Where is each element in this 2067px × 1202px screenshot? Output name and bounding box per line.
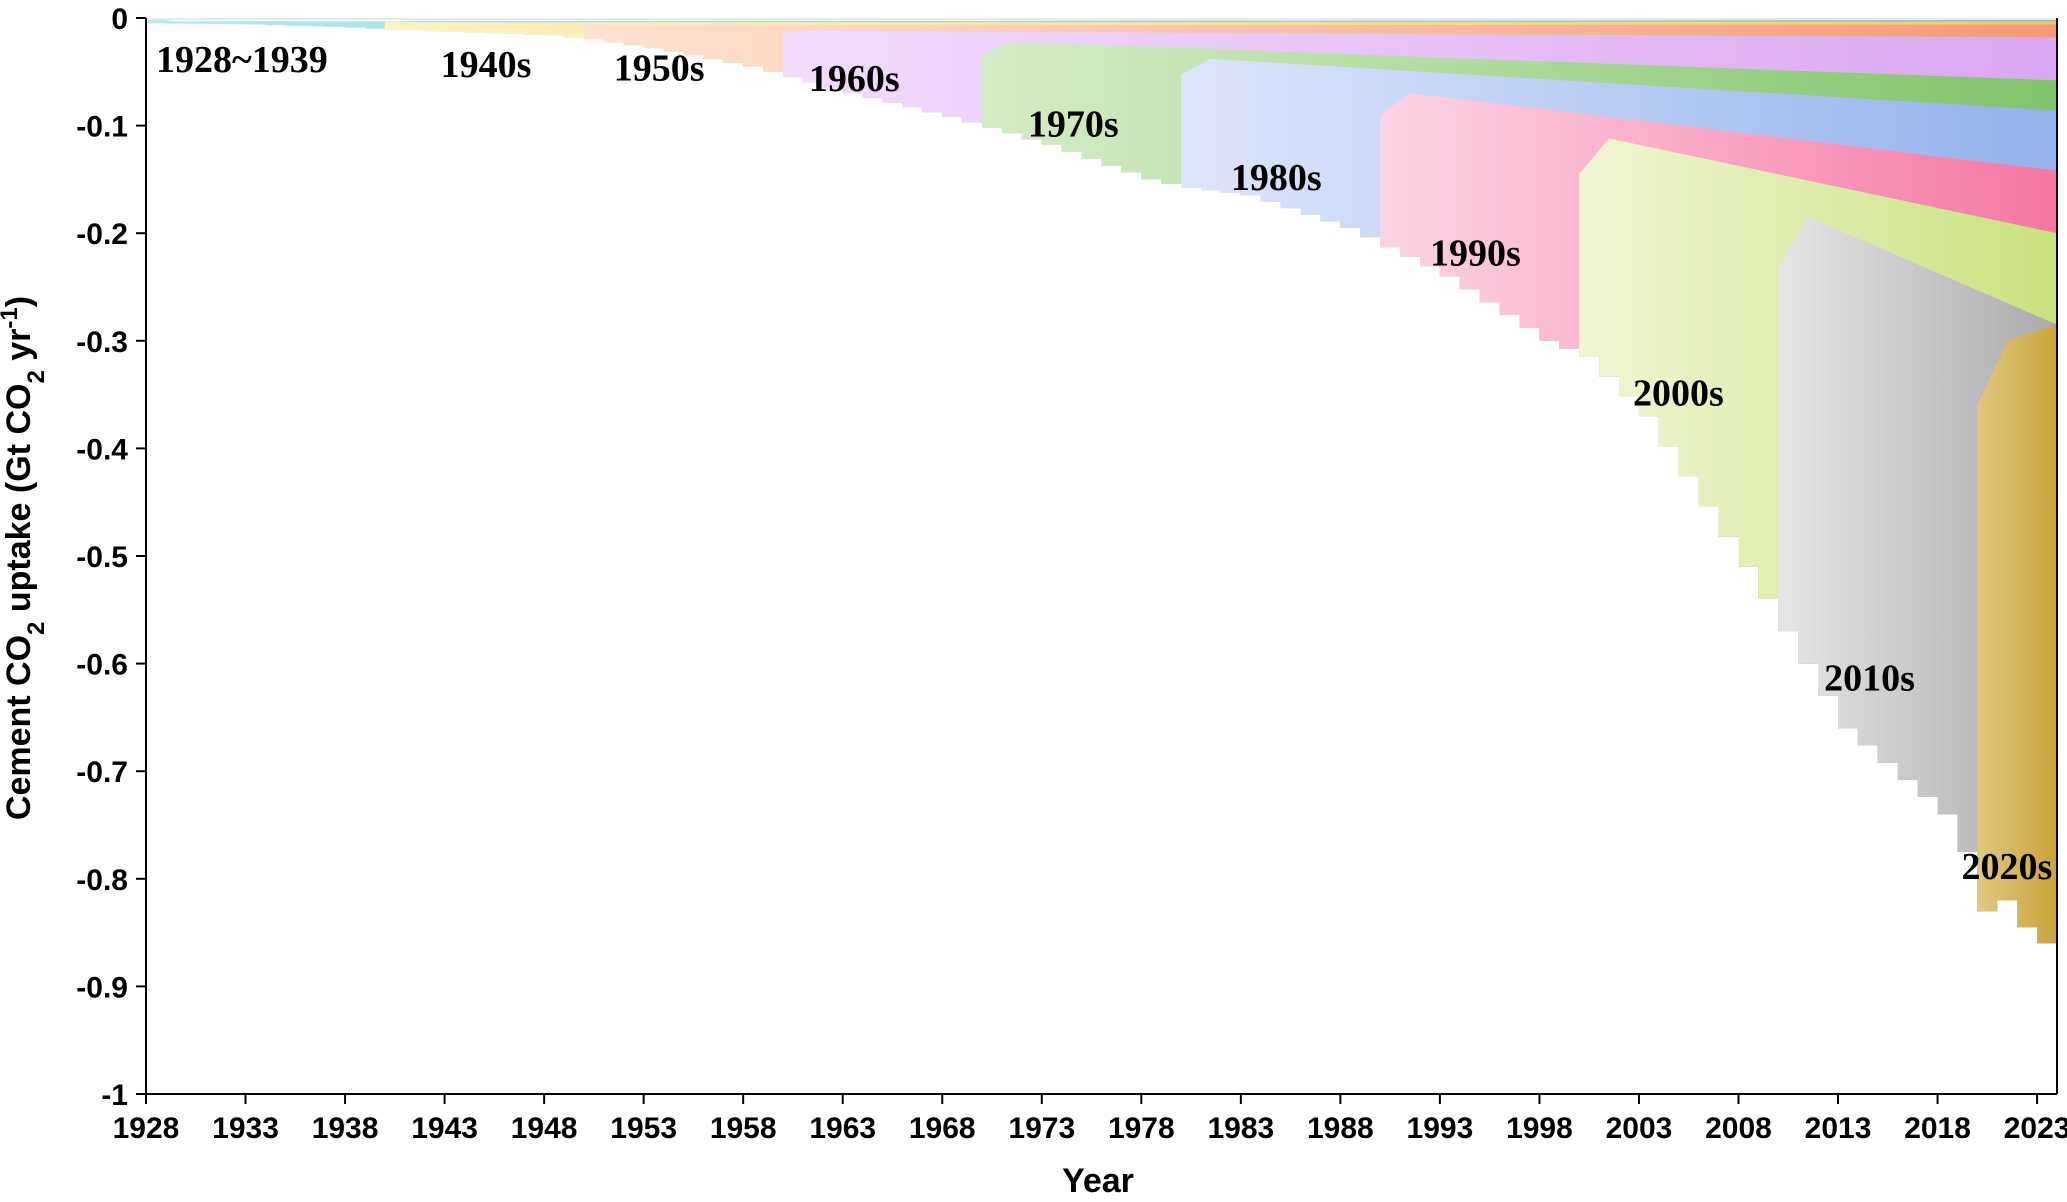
y-axis-title-subscript: 2: [23, 370, 50, 383]
decade-label: 1990s: [1430, 232, 1521, 274]
y-tick-label: -0.3: [76, 326, 128, 359]
decade-label: 1940s: [441, 44, 532, 86]
y-tick-label: -0.4: [76, 433, 128, 466]
y-axis-title-part: uptake (Gt CO: [0, 384, 38, 622]
x-tick-label: 1948: [511, 1112, 578, 1145]
y-axis-title: Cement CO2 uptake (Gt CO2 yr-1): [0, 296, 50, 820]
y-axis-title-superscript: -1: [0, 307, 23, 328]
decade-label-layer: 1928~1939 1940s 1950s 1960s 1970s 1980s 1990s 2…: [156, 39, 2052, 888]
x-tick-label: 2018: [1904, 1112, 1971, 1145]
decade-label: 2010s: [1824, 658, 1915, 700]
decade-label: 1980s: [1231, 157, 1322, 199]
y-tick-label: -1: [101, 1079, 128, 1112]
x-tick-label: 1978: [1108, 1112, 1175, 1145]
y-axis-title-part: Cement CO: [0, 635, 38, 820]
x-tick-label: 1998: [1506, 1112, 1573, 1145]
x-tick-label: 1928: [113, 1112, 180, 1145]
x-tick-label: 1938: [312, 1112, 379, 1145]
x-tick-label: 1973: [1008, 1112, 1075, 1145]
x-tick-label: 1988: [1307, 1112, 1374, 1145]
x-tick-label: 1933: [212, 1112, 279, 1145]
y-tick-label: 0: [111, 3, 128, 36]
x-axis-title: Year: [1062, 1162, 1134, 1200]
x-tick-label: 2008: [1705, 1112, 1772, 1145]
series-area-2020s: [1977, 324, 2057, 944]
x-tick-label: 1953: [610, 1112, 677, 1145]
y-axis-title-part: ): [0, 296, 38, 307]
decade-label: 1950s: [614, 47, 705, 89]
x-tick-label: 2013: [1805, 1112, 1872, 1145]
y-tick-label: -0.9: [76, 971, 128, 1004]
x-tick-label: 1958: [710, 1112, 777, 1145]
y-tick-label: -0.8: [76, 864, 128, 897]
decade-label: 1928~1939: [156, 39, 328, 81]
x-tick-label: 1963: [809, 1112, 876, 1145]
area-layer: [146, 18, 2057, 944]
decade-label: 1970s: [1028, 103, 1119, 145]
x-tick-label: 2003: [1606, 1112, 1673, 1145]
decade-label: 2000s: [1633, 372, 1724, 414]
y-axis-title-subscript: 2: [23, 622, 50, 635]
decade-label: 2020s: [1961, 846, 2052, 888]
axes: 0-0.1-0.2-0.3-0.4-0.5-0.6-0.7-0.8-0.9-11…: [76, 3, 2067, 1145]
y-tick-label: -0.5: [76, 541, 128, 574]
decade-label: 1960s: [809, 58, 900, 100]
x-tick-label: 1993: [1407, 1112, 1474, 1145]
x-tick-label: 1968: [909, 1112, 976, 1145]
y-tick-label: -0.7: [76, 756, 128, 789]
x-tick-label: 2023: [2004, 1112, 2067, 1145]
y-tick-label: -0.6: [76, 649, 128, 682]
y-axis-title-part: yr: [0, 329, 38, 371]
x-tick-label: 1983: [1207, 1112, 1274, 1145]
y-tick-label: -0.1: [76, 111, 128, 144]
x-tick-label: 1943: [411, 1112, 478, 1145]
y-tick-label: -0.2: [76, 218, 128, 251]
